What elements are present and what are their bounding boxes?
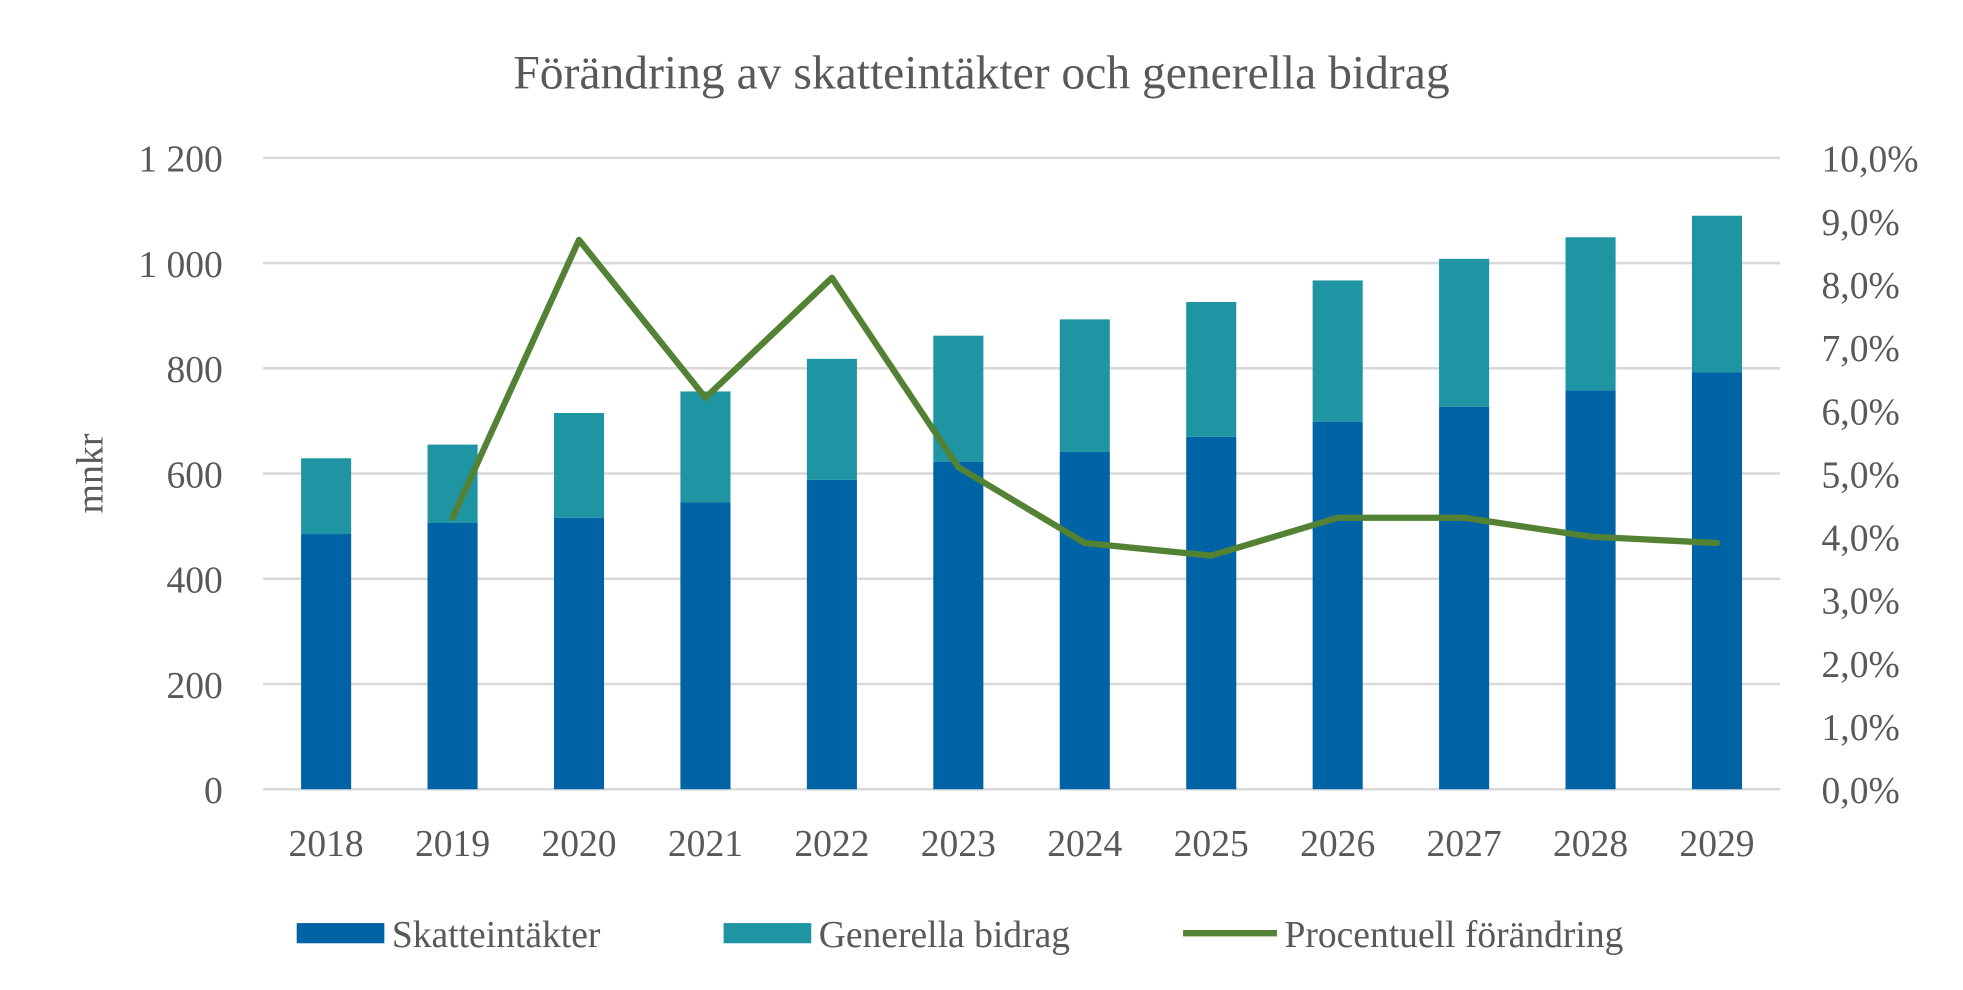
bar-skatteint-kter <box>1186 436 1237 790</box>
x-tick-label: 2019 <box>415 823 490 865</box>
bar-generella-bidrag <box>680 391 731 503</box>
bar-skatteint-kter <box>806 479 857 790</box>
x-tick-label: 2023 <box>921 823 996 865</box>
y2-tick-label: 0,0% <box>1822 770 1900 812</box>
bar-skatteint-kter <box>553 517 605 790</box>
y-tick-label: 800 <box>167 349 223 391</box>
bar-skatteint-kter <box>680 502 731 790</box>
bar-generella-bidrag <box>1312 280 1363 422</box>
y2-tick-label: 4,0% <box>1822 517 1900 559</box>
x-tick-label: 2025 <box>1174 823 1249 865</box>
x-tick-label: 2020 <box>541 823 616 865</box>
y2-tick-label: 6,0% <box>1822 391 1900 433</box>
y-tick-label: 400 <box>167 560 223 602</box>
bar-generella-bidrag <box>1439 258 1490 407</box>
x-tick-label: 2024 <box>1047 823 1122 865</box>
y2-tick-label: 1,0% <box>1822 707 1900 749</box>
y2-tick-label: 9,0% <box>1822 202 1900 244</box>
bar-generella-bidrag <box>301 458 352 535</box>
bar-generella-bidrag <box>806 358 857 480</box>
y-tick-label: 600 <box>167 454 223 496</box>
bar-skatteint-kter <box>1565 390 1616 790</box>
x-tick-label: 2018 <box>289 823 364 865</box>
y2-tick-label: 2,0% <box>1822 644 1900 686</box>
x-tick-label: 2028 <box>1553 823 1628 865</box>
y-tick-label: 1 200 <box>138 139 223 181</box>
y2-tick-label: 5,0% <box>1822 454 1900 496</box>
y2-tick-label: 8,0% <box>1822 265 1900 307</box>
bar-generella-bidrag <box>1565 237 1616 391</box>
x-tick-label: 2022 <box>794 823 869 865</box>
y-tick-label: 0 <box>204 770 223 812</box>
bar-skatteint-kter <box>1691 372 1743 790</box>
y-tick-label: 1 000 <box>138 244 223 286</box>
bar-skatteint-kter <box>301 534 352 790</box>
bar-skatteint-kter <box>933 461 984 790</box>
y2-tick-label: 7,0% <box>1822 328 1900 370</box>
legend-swatch <box>723 923 812 944</box>
x-tick-label: 2026 <box>1300 823 1375 865</box>
legend-label: Generella bidrag <box>819 914 1070 956</box>
bar-skatteint-kter <box>1059 451 1110 790</box>
y2-tick-label: 10,0% <box>1822 139 1919 181</box>
x-tick-label: 2029 <box>1679 823 1754 865</box>
chart-title: Förändring av skatteintäkter och generel… <box>513 46 1449 99</box>
bar-skatteint-kter <box>1312 421 1363 790</box>
y-tick-label: 200 <box>167 665 223 707</box>
legend-swatch <box>296 923 385 944</box>
bar-skatteint-kter <box>1439 406 1490 790</box>
legend-label: Procentuell förändring <box>1284 914 1623 956</box>
x-tick-label: 2027 <box>1427 823 1502 865</box>
y2-tick-label: 3,0% <box>1822 581 1900 623</box>
bar-generella-bidrag <box>1691 215 1743 373</box>
bar-generella-bidrag <box>1186 302 1237 437</box>
bar-skatteint-kter <box>427 522 478 790</box>
legend-label: Skatteintäkter <box>392 914 601 956</box>
bar-generella-bidrag <box>553 413 605 518</box>
x-tick-label: 2021 <box>668 823 743 865</box>
bar-generella-bidrag <box>1059 319 1110 452</box>
y-axis-label: mnkr <box>70 433 112 513</box>
